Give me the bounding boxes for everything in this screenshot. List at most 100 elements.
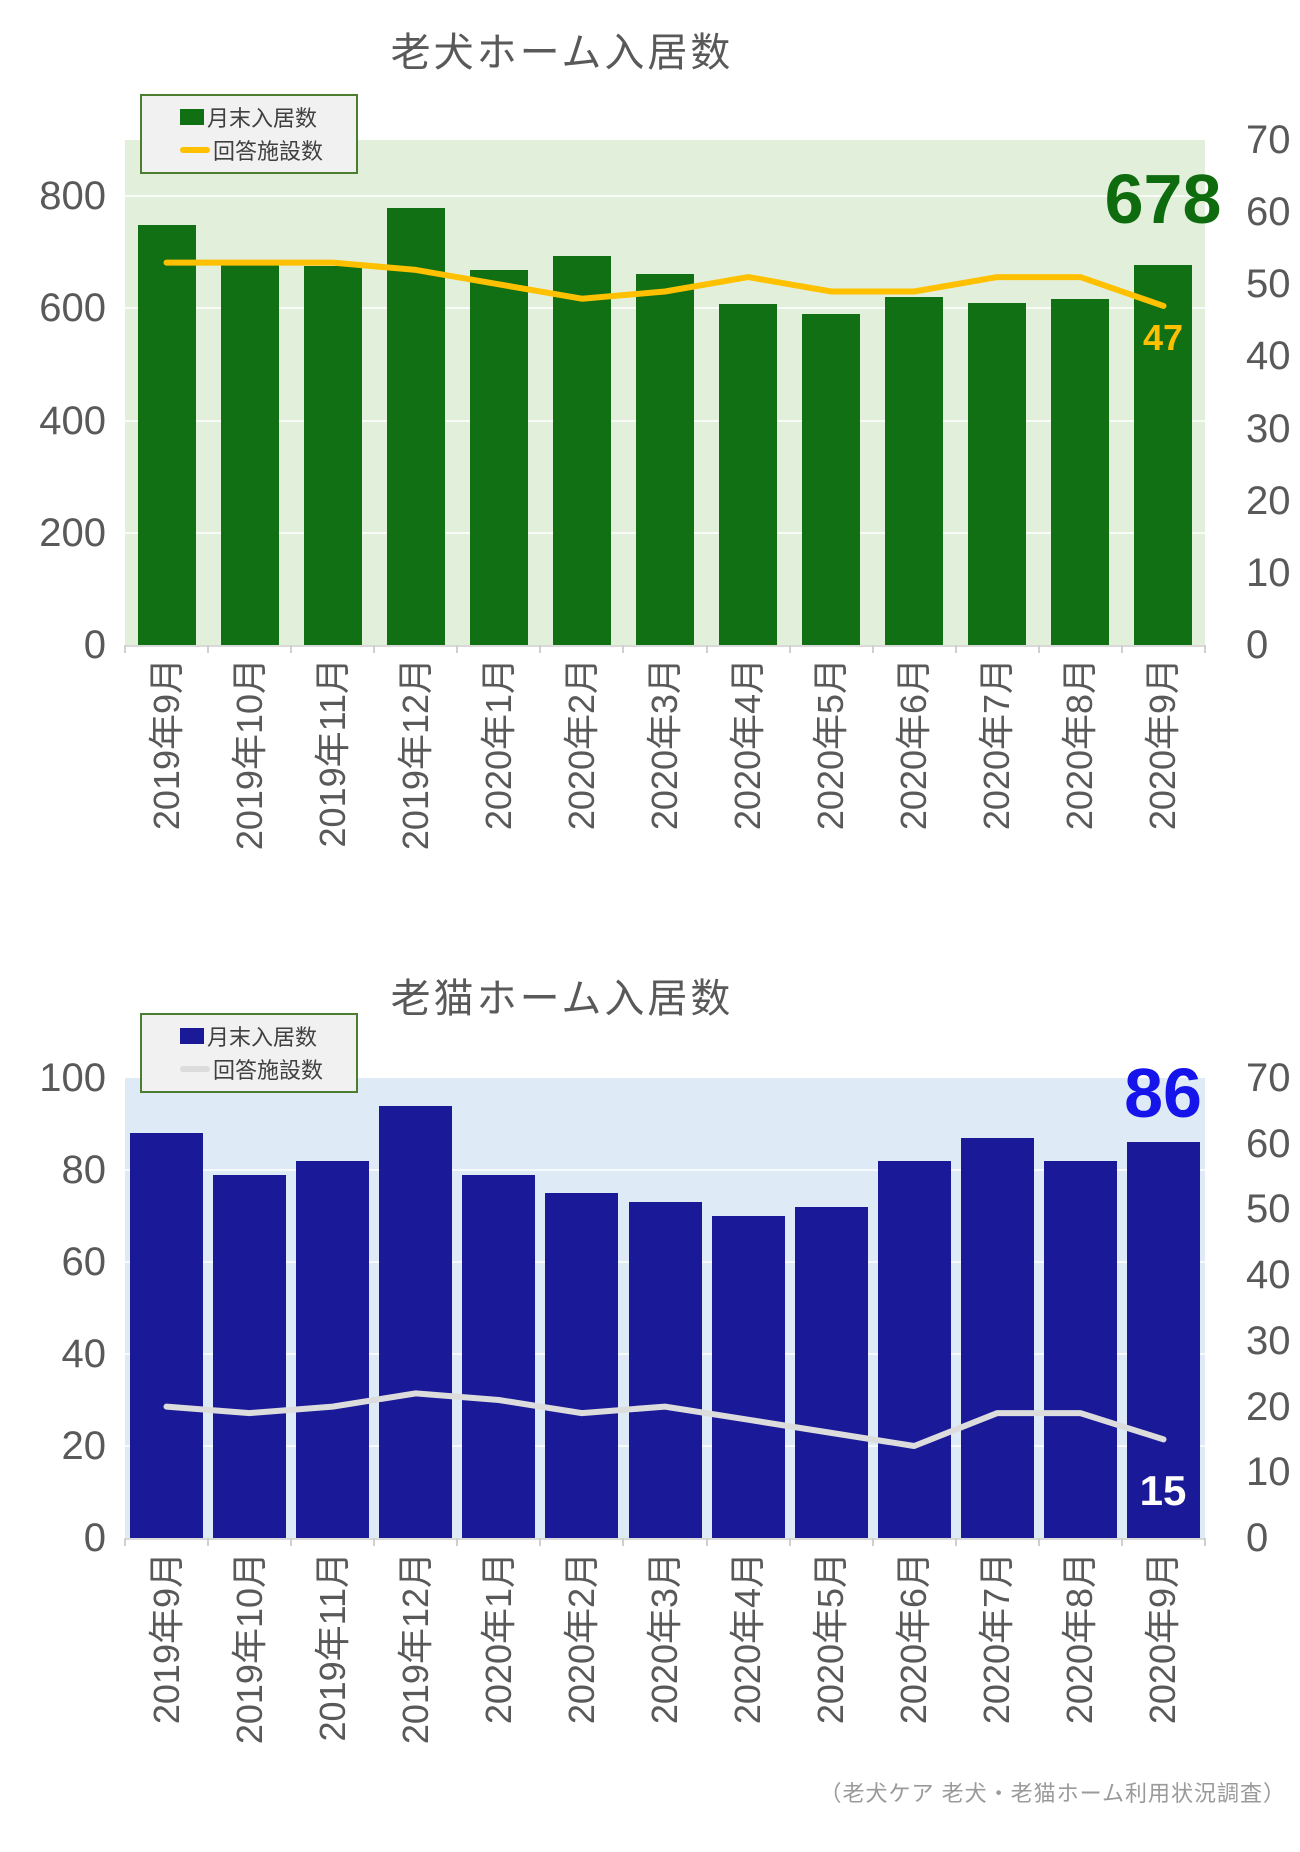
right-axis-tick-label: 10	[1246, 1450, 1291, 1495]
bar	[1043, 1160, 1117, 1538]
x-axis-tick	[539, 1538, 542, 1546]
x-axis-tick	[1204, 645, 1206, 653]
bar	[711, 1216, 785, 1538]
legend-label: 回答施設数	[213, 138, 324, 164]
right-axis-tick-label: 10	[1246, 550, 1291, 595]
x-axis-category-label: 2020年6月	[893, 1552, 935, 1725]
line-series-marker-icon	[180, 1065, 210, 1072]
x-axis-category-label: 2020年5月	[810, 658, 852, 831]
x-axis-tick	[207, 645, 210, 653]
x-axis-tick	[1120, 1538, 1123, 1546]
bar	[462, 1174, 536, 1538]
x-axis-category-label: 2019年11月	[311, 658, 353, 848]
bar	[545, 1193, 619, 1538]
x-axis-category-label: 2019年9月	[145, 658, 187, 831]
x-axis-tick	[290, 1538, 293, 1546]
x-axis-category-label: 2019年10月	[228, 1552, 270, 1745]
x-axis-tick	[456, 645, 459, 653]
x-axis-tick	[788, 1538, 791, 1546]
cat-chart-title: 老猫ホーム入居数	[390, 977, 734, 1021]
x-axis-category-label: 2020年4月	[727, 658, 769, 831]
left-axis-tick-label: 80	[61, 1148, 107, 1192]
x-axis-tick	[456, 1538, 459, 1546]
left-axis-tick-label: 100	[39, 1056, 106, 1100]
bar-value-label: 86	[1124, 1053, 1202, 1132]
x-axis-category-label: 2020年3月	[644, 658, 685, 831]
left-axis-tick-label: 60	[61, 1240, 107, 1284]
x-axis-tick	[622, 1538, 625, 1546]
right-axis-tick-label: 30	[1246, 1318, 1291, 1363]
right-axis-tick-label: 20	[1246, 1384, 1291, 1429]
x-axis-category-label: 2020年7月	[976, 1552, 1018, 1725]
bar	[1126, 1142, 1200, 1538]
cat-chart-legend: 月末入居数 回答施設数	[140, 1013, 358, 1093]
bar	[802, 313, 861, 645]
bar	[137, 225, 196, 645]
x-axis-category-label: 2020年7月	[976, 658, 1018, 831]
x-axis-category-label: 2019年10月	[228, 658, 270, 851]
x-axis-tick	[871, 645, 874, 653]
x-axis-tick	[1037, 645, 1040, 653]
trend-line	[163, 259, 1167, 309]
gridline	[125, 195, 1205, 198]
right-axis-tick-label: 0	[1246, 623, 1269, 667]
bar	[296, 1160, 370, 1538]
left-axis-tick-label: 200	[39, 510, 106, 555]
right-axis-tick-label: 50	[1246, 1187, 1291, 1232]
line-value-label: 15	[1139, 1466, 1187, 1514]
left-axis-tick-label: 600	[39, 286, 106, 331]
gridline	[125, 1169, 1205, 1171]
x-axis-category-label: 2020年1月	[477, 658, 519, 831]
left-axis-tick-label: 40	[61, 1332, 107, 1376]
x-axis-category-label: 2019年9月	[145, 1552, 187, 1725]
bar	[130, 1133, 204, 1538]
x-axis-category-label: 2020年2月	[560, 658, 602, 831]
x-axis-category-label: 2019年12月	[394, 1552, 436, 1745]
bar	[1051, 298, 1110, 645]
left-axis-tick-label: 0	[83, 623, 106, 667]
x-axis-tick	[207, 1538, 210, 1546]
trend-line	[163, 1390, 1167, 1449]
dog-chart-legend: 月末入居数 回答施設数	[140, 94, 358, 174]
x-axis-tick	[705, 1538, 708, 1546]
x-axis-category-label: 2020年9月	[1142, 658, 1184, 831]
x-axis-tick	[373, 645, 376, 653]
x-axis-category-label: 2020年3月	[644, 1552, 685, 1725]
right-axis-tick-label: 70	[1246, 1056, 1291, 1100]
legend-label: 回答施設数	[213, 1057, 324, 1083]
left-axis-tick-label: 0	[83, 1516, 106, 1560]
bar	[968, 302, 1027, 645]
line-series-marker-icon	[180, 146, 210, 153]
x-axis-category-label: 2020年4月	[727, 1552, 769, 1725]
bar	[303, 266, 362, 645]
x-axis-category-label: 2020年8月	[1059, 1552, 1101, 1725]
bar	[220, 265, 279, 645]
x-axis-tick	[373, 1538, 376, 1546]
legend-label: 月末入居数	[207, 1024, 318, 1050]
bar	[636, 274, 694, 645]
bar	[960, 1137, 1034, 1538]
bar	[719, 303, 778, 645]
left-axis-tick-label: 400	[39, 398, 106, 443]
legend-item-bar: 月末入居数	[142, 1020, 356, 1051]
bar	[1134, 264, 1193, 645]
x-axis-category-label: 2020年9月	[1142, 1552, 1184, 1725]
x-axis-category-label: 2019年11月	[311, 1552, 353, 1742]
x-axis-tick	[124, 1538, 126, 1546]
source-note: （老犬ケア 老犬・老猫ホーム利用状況調査）	[819, 1781, 1286, 1806]
x-axis-line	[125, 645, 1205, 647]
bar	[213, 1174, 287, 1538]
right-axis-tick-label: 60	[1246, 190, 1291, 235]
right-axis-tick-label: 40	[1246, 334, 1291, 379]
x-axis-tick	[705, 645, 708, 653]
right-axis-tick-label: 50	[1246, 262, 1291, 307]
left-axis-tick-label: 800	[39, 174, 106, 219]
legend-label: 月末入居数	[207, 105, 318, 131]
x-axis-tick	[954, 645, 957, 653]
x-axis-category-label: 2020年5月	[810, 1552, 852, 1725]
x-axis-category-label: 2019年12月	[394, 658, 436, 851]
dog-chart-title: 老犬ホーム入居数	[390, 31, 734, 75]
bar	[794, 1206, 868, 1538]
x-axis-tick	[1204, 1538, 1206, 1546]
